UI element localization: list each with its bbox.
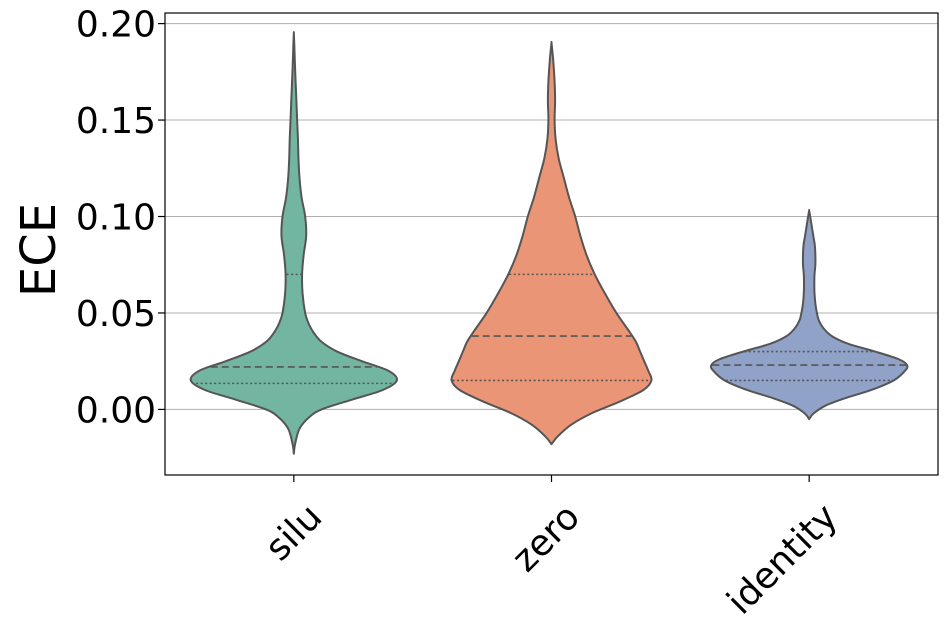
y-axis-label: ECE [11,203,67,297]
violin-silu [189,31,399,455]
x-tick-label: silu [258,496,331,569]
y-tick-label: 0.20 [76,5,156,46]
violin-zero [450,40,653,446]
x-tick-label: zero [504,496,588,580]
y-tick-label: 0.00 [76,390,156,431]
violins [189,31,909,455]
y-axis: 0.00 0.05 0.10 0.15 0.20 [76,5,165,431]
y-tick-label: 0.15 [76,101,156,142]
y-tick-label: 0.10 [76,198,156,239]
x-tick-label: identity [720,496,846,622]
x-axis: silu zero identity [258,475,846,623]
y-tick-label: 0.05 [76,294,156,335]
violin-identity [709,209,909,421]
